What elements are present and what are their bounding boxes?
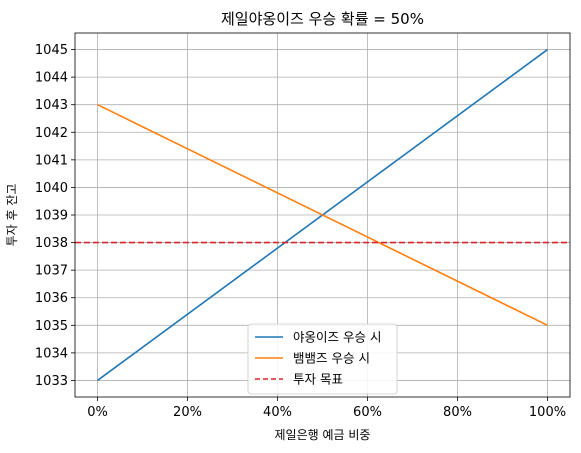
chart-title: 제일야옹이즈 우승 확률 = 50% (221, 10, 424, 28)
x-axis-label: 제일은행 예금 비중 (275, 427, 371, 442)
y-tick-label: 1042 (35, 126, 68, 141)
y-tick-label: 1044 (35, 71, 68, 86)
series-lines (75, 48, 570, 382)
y-tick-label: 1034 (35, 346, 68, 361)
y-tick-label: 1035 (35, 319, 68, 334)
y-tick-label: 1043 (35, 98, 68, 113)
y-tick-label: 1045 (35, 43, 68, 58)
legend-label: 투자 목표 (293, 372, 343, 387)
x-tick-label: 40% (263, 405, 292, 420)
x-tick-label: 0% (87, 405, 108, 420)
legend-box (247, 323, 398, 395)
x-tick-label: 80% (443, 405, 472, 420)
y-tick-label: 1037 (35, 264, 68, 279)
y-tick-label: 1041 (35, 153, 68, 168)
plot-area (74, 32, 571, 398)
series-line-1 (97, 103, 548, 327)
x-tick-label: 60% (353, 405, 382, 420)
y-tick-label: 1040 (35, 181, 68, 196)
y-tick-label: 1038 (35, 236, 68, 251)
legend-label: 뱀뱀즈 우승 시 (293, 351, 370, 366)
y-tick-label: 1039 (35, 209, 68, 224)
y-tick-label: 1033 (35, 374, 68, 389)
legend-label: 야옹이즈 우승 시 (293, 330, 381, 345)
axis-ticks: 0% 20% 40% 60% 80% 100% 1033 1034 1035 1036 1037 10… (35, 43, 566, 420)
y-axis-label: 투자 후 잔고 (5, 184, 19, 247)
x-tick-label: 20% (173, 405, 202, 420)
y-tick-label: 1036 (35, 291, 68, 306)
x-tick-label: 100% (529, 405, 566, 420)
